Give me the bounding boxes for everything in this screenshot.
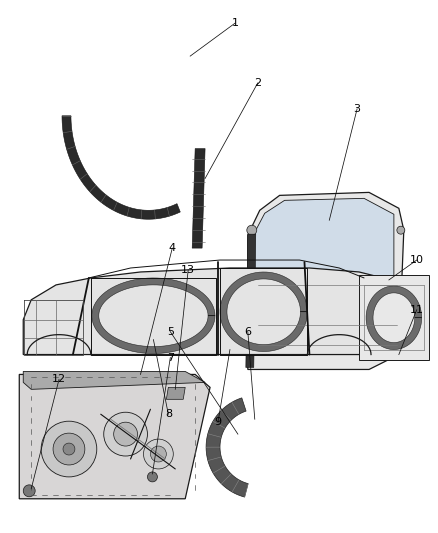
Circle shape — [104, 412, 148, 456]
Text: 11: 11 — [410, 305, 424, 315]
Polygon shape — [359, 275, 429, 360]
Polygon shape — [192, 149, 205, 248]
Polygon shape — [294, 303, 334, 312]
Text: 12: 12 — [52, 374, 66, 384]
Circle shape — [41, 421, 97, 477]
Polygon shape — [206, 398, 248, 497]
Text: 4: 4 — [169, 243, 176, 253]
Polygon shape — [23, 372, 205, 389]
Polygon shape — [62, 116, 180, 219]
Text: 2: 2 — [254, 78, 261, 88]
Polygon shape — [166, 387, 185, 399]
Circle shape — [247, 325, 257, 335]
Circle shape — [397, 345, 405, 353]
Text: 1: 1 — [231, 18, 238, 28]
Circle shape — [23, 485, 35, 497]
Circle shape — [114, 422, 138, 446]
Circle shape — [63, 443, 75, 455]
Text: 7: 7 — [167, 352, 174, 362]
Polygon shape — [220, 272, 307, 352]
Text: 6: 6 — [244, 327, 251, 337]
Text: 9: 9 — [215, 417, 222, 427]
Circle shape — [150, 446, 166, 462]
Circle shape — [397, 286, 405, 294]
Circle shape — [53, 433, 85, 465]
Text: 3: 3 — [353, 104, 360, 114]
Text: 5: 5 — [167, 327, 174, 337]
Polygon shape — [23, 268, 424, 354]
Polygon shape — [19, 375, 210, 499]
Polygon shape — [248, 192, 404, 369]
Text: 13: 13 — [181, 265, 195, 275]
Text: 8: 8 — [165, 409, 172, 419]
Polygon shape — [92, 278, 215, 353]
Circle shape — [144, 439, 173, 469]
Circle shape — [397, 226, 405, 234]
Circle shape — [148, 472, 157, 482]
Polygon shape — [366, 286, 422, 350]
Polygon shape — [255, 198, 394, 285]
Polygon shape — [246, 234, 256, 367]
Circle shape — [247, 225, 257, 235]
Text: 10: 10 — [410, 255, 424, 265]
